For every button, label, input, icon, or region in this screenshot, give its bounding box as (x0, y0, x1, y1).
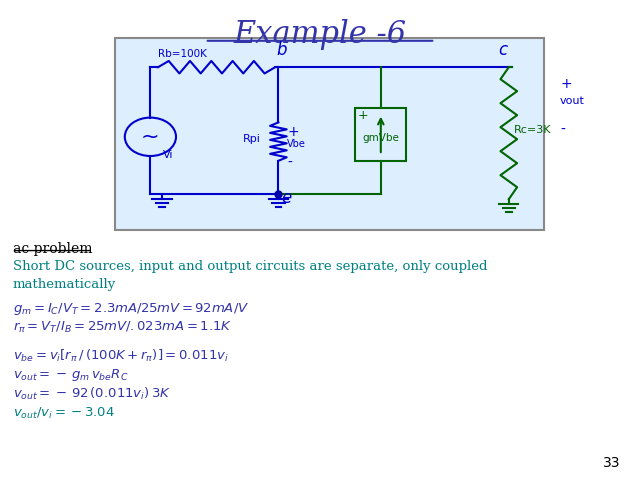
Text: Rc=3K: Rc=3K (515, 125, 552, 135)
Text: $v_{out} = -\, g_m\, v_{be} R_C$: $v_{out} = -\, g_m\, v_{be} R_C$ (13, 367, 128, 383)
Text: $g_m = I_C/V_T = 2.3mA/25mV = 92mA/V$: $g_m = I_C/V_T = 2.3mA/25mV = 92mA/V$ (13, 301, 249, 317)
Circle shape (125, 118, 176, 156)
Text: $v_{out}/v_i = -3.04$: $v_{out}/v_i = -3.04$ (13, 406, 115, 420)
Text: $v_{be}= v_i \left[r_{\pi} \,/\, (100K + r_{\pi})\right] = 0.011v_i$: $v_{be}= v_i \left[r_{\pi} \,/\, (100K +… (13, 348, 228, 364)
Text: +: + (287, 125, 299, 139)
Text: -: - (560, 122, 565, 136)
Text: +: + (560, 77, 572, 91)
Text: ~: ~ (141, 127, 160, 147)
Text: 33: 33 (604, 456, 621, 470)
Text: Rb=100K: Rb=100K (158, 48, 207, 59)
Text: Rpi: Rpi (243, 133, 260, 144)
Text: $r_{\pi} = V_T/ I_B = 25mV/.023mA = 1.1K$: $r_{\pi} = V_T/ I_B = 25mV/.023mA = 1.1K… (13, 320, 232, 335)
FancyBboxPatch shape (355, 108, 406, 161)
Text: $v_{out} = -\, 92\,(0.011v_i)\,3K$: $v_{out} = -\, 92\,(0.011v_i)\,3K$ (13, 386, 171, 402)
Text: e: e (281, 189, 291, 207)
Text: Vbe: Vbe (287, 139, 306, 149)
Text: gmVbe: gmVbe (362, 133, 399, 143)
Text: Example -6: Example -6 (234, 19, 406, 50)
Text: vout: vout (560, 96, 585, 106)
Text: +: + (358, 109, 369, 122)
Text: Short DC sources, input and output circuits are separate, only coupled: Short DC sources, input and output circu… (13, 260, 487, 273)
FancyBboxPatch shape (115, 38, 544, 230)
Text: mathematically: mathematically (13, 278, 116, 291)
Text: c: c (498, 41, 507, 59)
Text: ac problem: ac problem (13, 242, 92, 256)
Text: -: - (287, 156, 292, 170)
Text: b: b (276, 41, 287, 59)
Text: Vi: Vi (163, 150, 173, 160)
